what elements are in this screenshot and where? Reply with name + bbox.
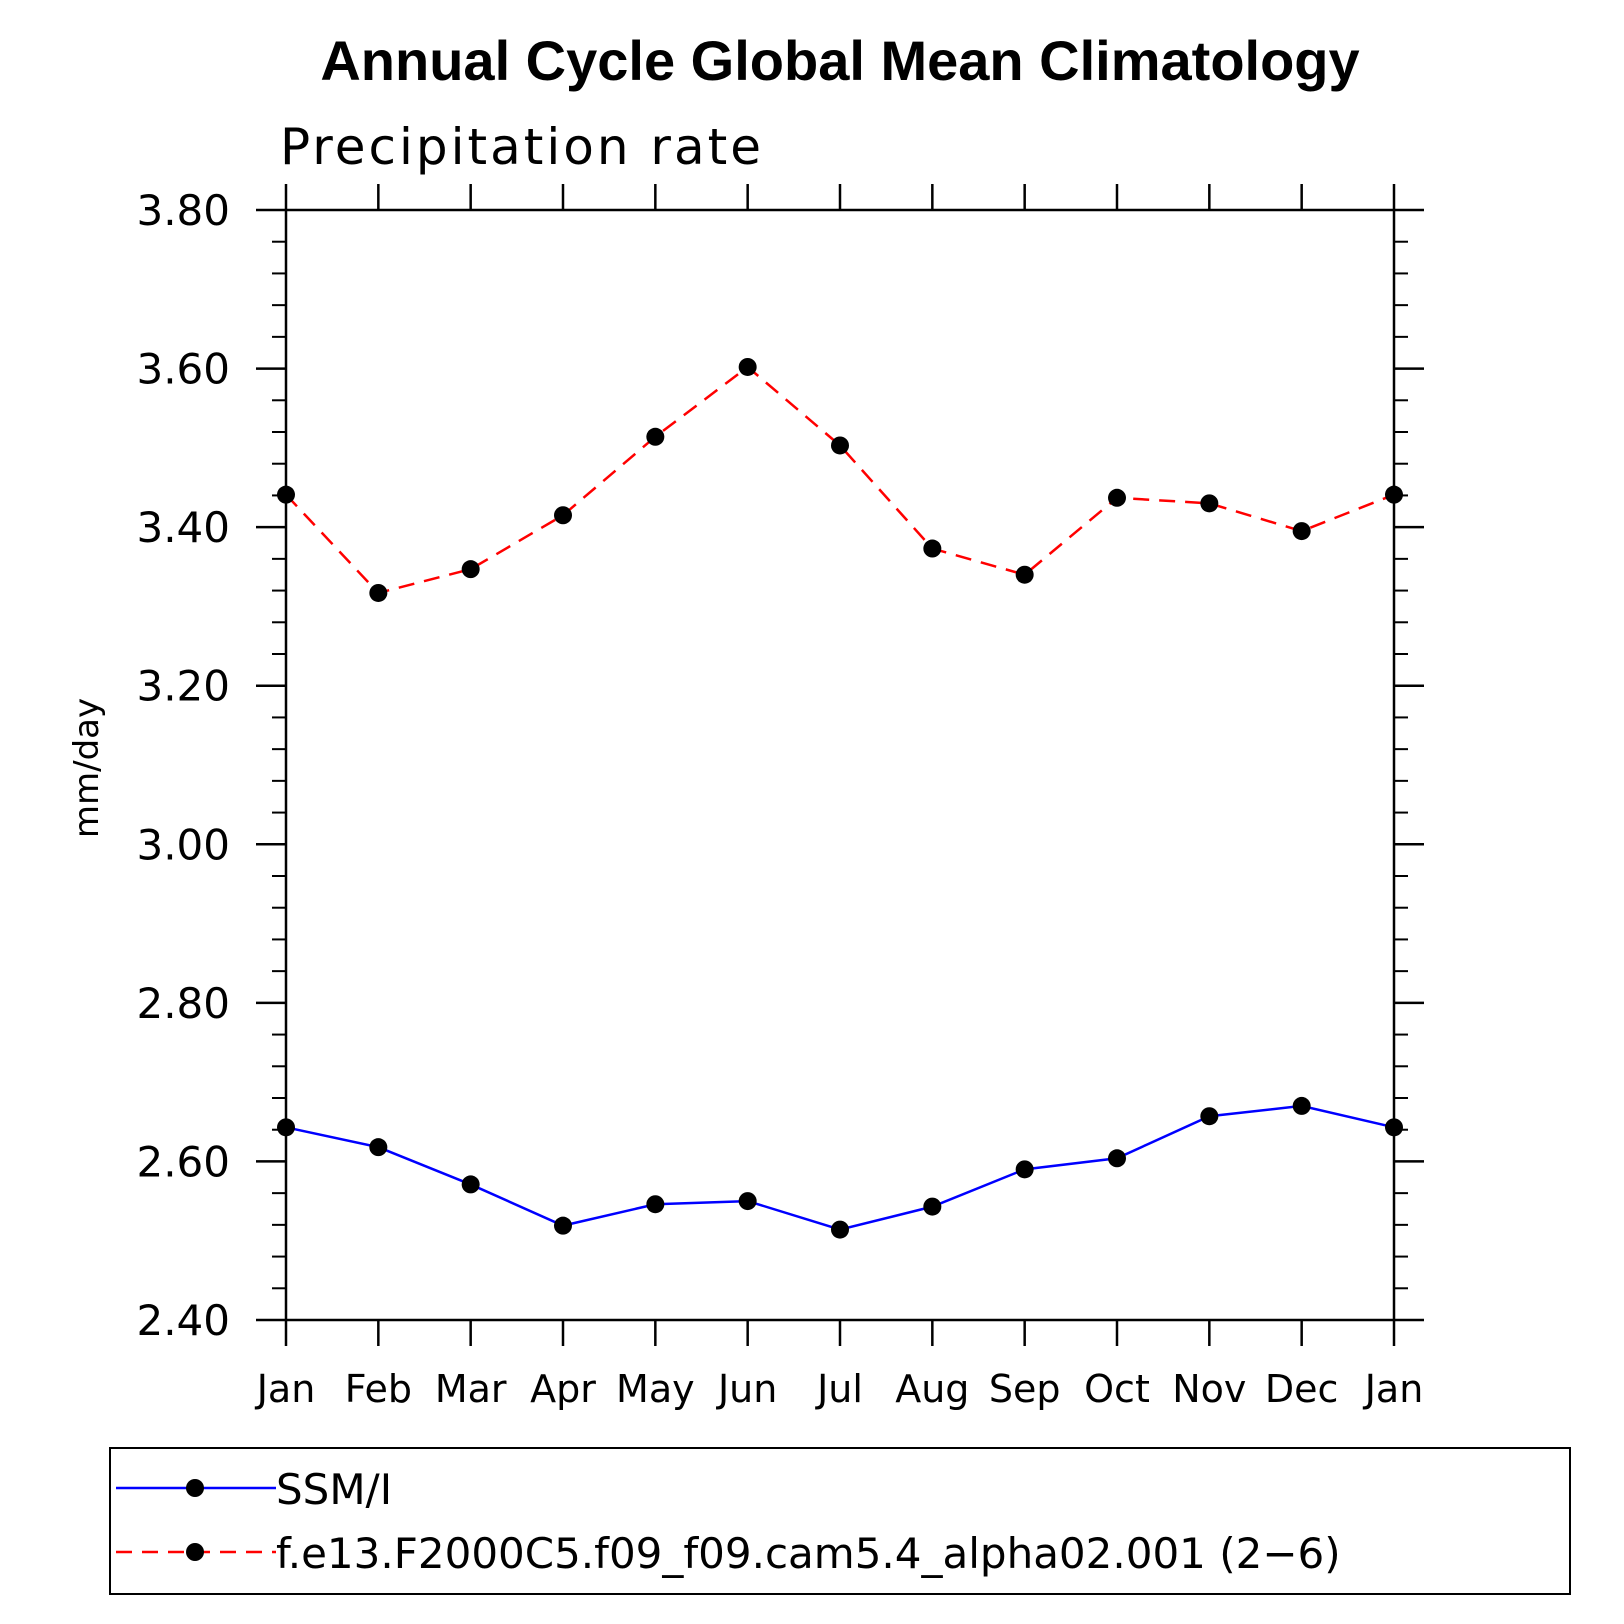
series-layer: [277, 357, 1403, 1239]
data-point-model: [738, 357, 757, 376]
x-tick-label: Apr: [530, 1367, 596, 1411]
x-tick-label: Jul: [815, 1367, 863, 1411]
y-tick-label: 3.60: [136, 345, 230, 394]
data-point-model: [369, 583, 388, 602]
plot-border: [284, 208, 1396, 1322]
x-tick-label: Jun: [716, 1367, 777, 1411]
y-axis-ticks: 2.40 2.60 2.80 3.00 3.20 3.40 3.60 3.80: [136, 186, 1424, 1345]
data-point-ssmi: [369, 1138, 388, 1157]
data-point-model: [831, 436, 849, 455]
data-point-model: [1015, 565, 1034, 584]
y-tick-label: 2.60: [136, 1137, 230, 1186]
data-point-ssmi: [1385, 1118, 1403, 1137]
x-tick-label: Jan: [255, 1367, 316, 1411]
chart-title: Annual Cycle Global Mean Climatology: [320, 29, 1359, 92]
x-tick-label: Nov: [1172, 1367, 1246, 1411]
data-point-model: [923, 539, 942, 558]
data-point-ssmi: [923, 1197, 942, 1216]
x-tick-label: Mar: [435, 1367, 507, 1411]
data-point-ssmi: [277, 1118, 295, 1137]
data-point-ssmi: [554, 1216, 572, 1235]
legend-marker-model: [186, 1543, 204, 1561]
x-tick-label: Feb: [345, 1367, 412, 1411]
data-point-ssmi: [461, 1175, 480, 1194]
x-tick-label: Dec: [1265, 1367, 1339, 1411]
x-tick-label: Sep: [989, 1367, 1061, 1411]
x-tick-label: Oct: [1084, 1367, 1150, 1411]
data-point-model: [1292, 522, 1311, 541]
data-point-ssmi: [1292, 1096, 1311, 1115]
series-line-model: [285, 365, 1395, 595]
data-point-model: [1108, 488, 1126, 507]
y-tick-label: 3.80: [136, 186, 230, 235]
legend-label-model: f.e13.F2000C5.f09_f09.cam5.4_alpha02.001…: [276, 1529, 1341, 1578]
legend-label-ssmi: SSM/I: [276, 1465, 392, 1514]
y-tick-label: 3.00: [136, 820, 230, 869]
plot-frame: [284, 208, 1396, 1322]
x-axis-ticks: Jan Feb Mar Apr May Jun Jul Aug Sep Oct Nov Dec Jan: [255, 184, 1424, 1411]
data-point-model: [461, 560, 480, 579]
y-tick-label: 3.40: [136, 503, 230, 552]
data-point-ssmi: [1015, 1160, 1034, 1179]
x-tick-label: Aug: [895, 1367, 969, 1411]
legend-box: [109, 1447, 1571, 1595]
data-point-ssmi: [646, 1195, 665, 1214]
data-point-model: [554, 506, 572, 525]
y-tick-label: 3.20: [136, 662, 230, 711]
y-tick-label: 2.40: [136, 1296, 230, 1345]
y-axis-label: mm/day: [67, 698, 107, 838]
legend: SSM/I f.e13.F2000C5.f09_f09.cam5.4_alpha…: [109, 1447, 1571, 1595]
data-point-ssmi: [831, 1220, 849, 1239]
x-tick-label: May: [616, 1367, 695, 1411]
data-point-model: [1385, 485, 1403, 504]
x-tick-label: Jan: [1363, 1367, 1424, 1411]
data-point-ssmi: [738, 1192, 757, 1211]
data-point-model: [646, 427, 665, 446]
data-point-model: [1200, 494, 1219, 513]
chart-subtitle: Precipitation rate: [280, 118, 764, 176]
legend-marker-ssmi: [186, 1479, 204, 1497]
y-tick-label: 2.80: [136, 979, 230, 1028]
series-line-ssmi: [285, 1104, 1395, 1231]
data-point-ssmi: [1200, 1107, 1219, 1126]
data-point-ssmi: [1108, 1149, 1126, 1168]
data-point-model: [277, 485, 295, 504]
